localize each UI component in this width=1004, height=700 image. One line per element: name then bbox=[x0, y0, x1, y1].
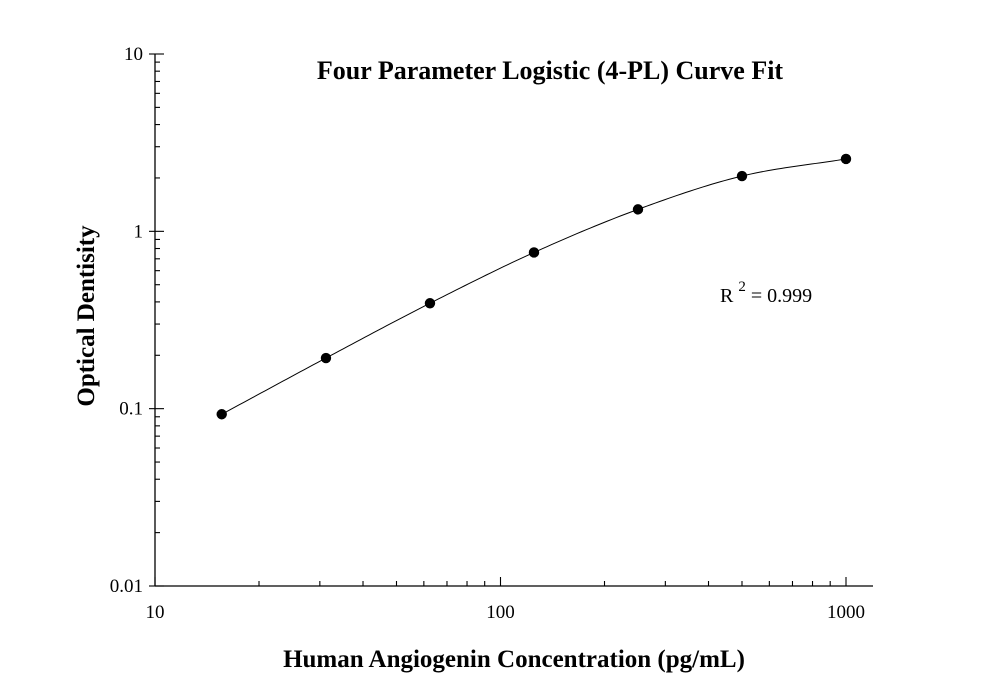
data-point bbox=[216, 409, 227, 420]
tick-labels: 10 100 1000 0.01 0.1 1 10 bbox=[110, 44, 865, 623]
r-squared-annotation: R 2 = 0.999 bbox=[720, 274, 812, 307]
x-axis-label: Human Angiogenin Concentration (pg/mL) bbox=[283, 646, 745, 673]
data-point bbox=[632, 204, 644, 215]
y-axis-label: Optical Dentisity bbox=[73, 225, 100, 407]
y-tick-label: 10 bbox=[124, 44, 143, 65]
r-squared-superscript: 2 bbox=[738, 279, 746, 295]
data-point bbox=[736, 170, 748, 182]
data-point bbox=[424, 298, 436, 309]
y-tick-label: 0.01 bbox=[110, 576, 143, 597]
r-squared-value: = 0.999 bbox=[751, 285, 812, 307]
data-point bbox=[320, 352, 332, 364]
data-point bbox=[528, 247, 540, 258]
axes bbox=[154, 54, 873, 587]
x-tick-label: 100 bbox=[486, 602, 515, 623]
ticks bbox=[149, 53, 847, 587]
y-tick-label: 1 bbox=[134, 221, 144, 242]
y-tick-label: 0.1 bbox=[119, 399, 143, 420]
data-points bbox=[216, 153, 852, 420]
chart-title: Four Parameter Logistic (4-PL) Curve Fit bbox=[317, 56, 784, 85]
r-squared-symbol: R bbox=[720, 285, 734, 307]
x-tick-label: 1000 bbox=[827, 602, 865, 623]
data-point bbox=[840, 153, 852, 165]
x-tick-label: 10 bbox=[146, 602, 165, 623]
